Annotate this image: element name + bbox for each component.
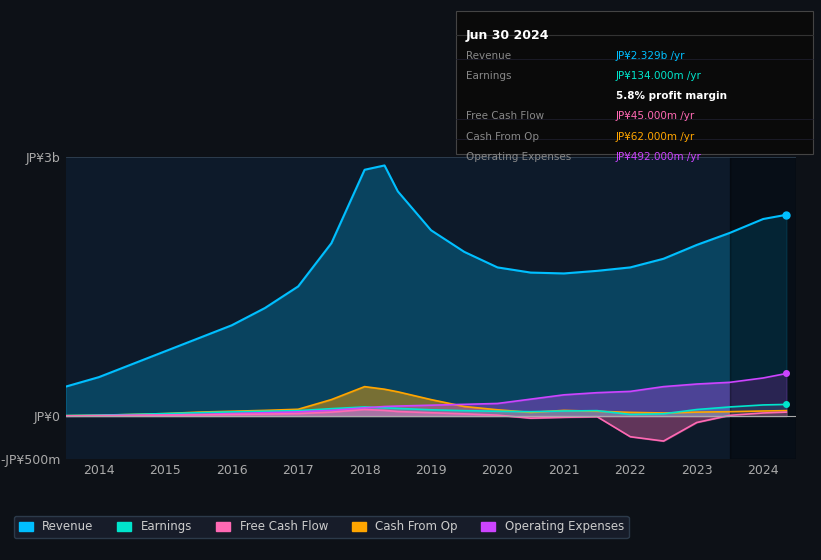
Legend: Revenue, Earnings, Free Cash Flow, Cash From Op, Operating Expenses: Revenue, Earnings, Free Cash Flow, Cash … [14,516,629,538]
Text: JP¥62.000m /yr: JP¥62.000m /yr [616,132,695,142]
Text: Operating Expenses: Operating Expenses [466,152,571,162]
Text: 5.8% profit margin: 5.8% profit margin [616,91,727,101]
Text: Earnings: Earnings [466,71,511,81]
Text: JP¥45.000m /yr: JP¥45.000m /yr [616,111,695,122]
Text: JP¥492.000m /yr: JP¥492.000m /yr [616,152,702,162]
Text: Revenue: Revenue [466,51,511,61]
Text: Free Cash Flow: Free Cash Flow [466,111,544,122]
Text: Jun 30 2024: Jun 30 2024 [466,29,549,42]
Text: JP¥134.000m /yr: JP¥134.000m /yr [616,71,702,81]
Bar [730,157,796,459]
Text: JP¥2.329b /yr: JP¥2.329b /yr [616,51,686,61]
Text: Cash From Op: Cash From Op [466,132,539,142]
